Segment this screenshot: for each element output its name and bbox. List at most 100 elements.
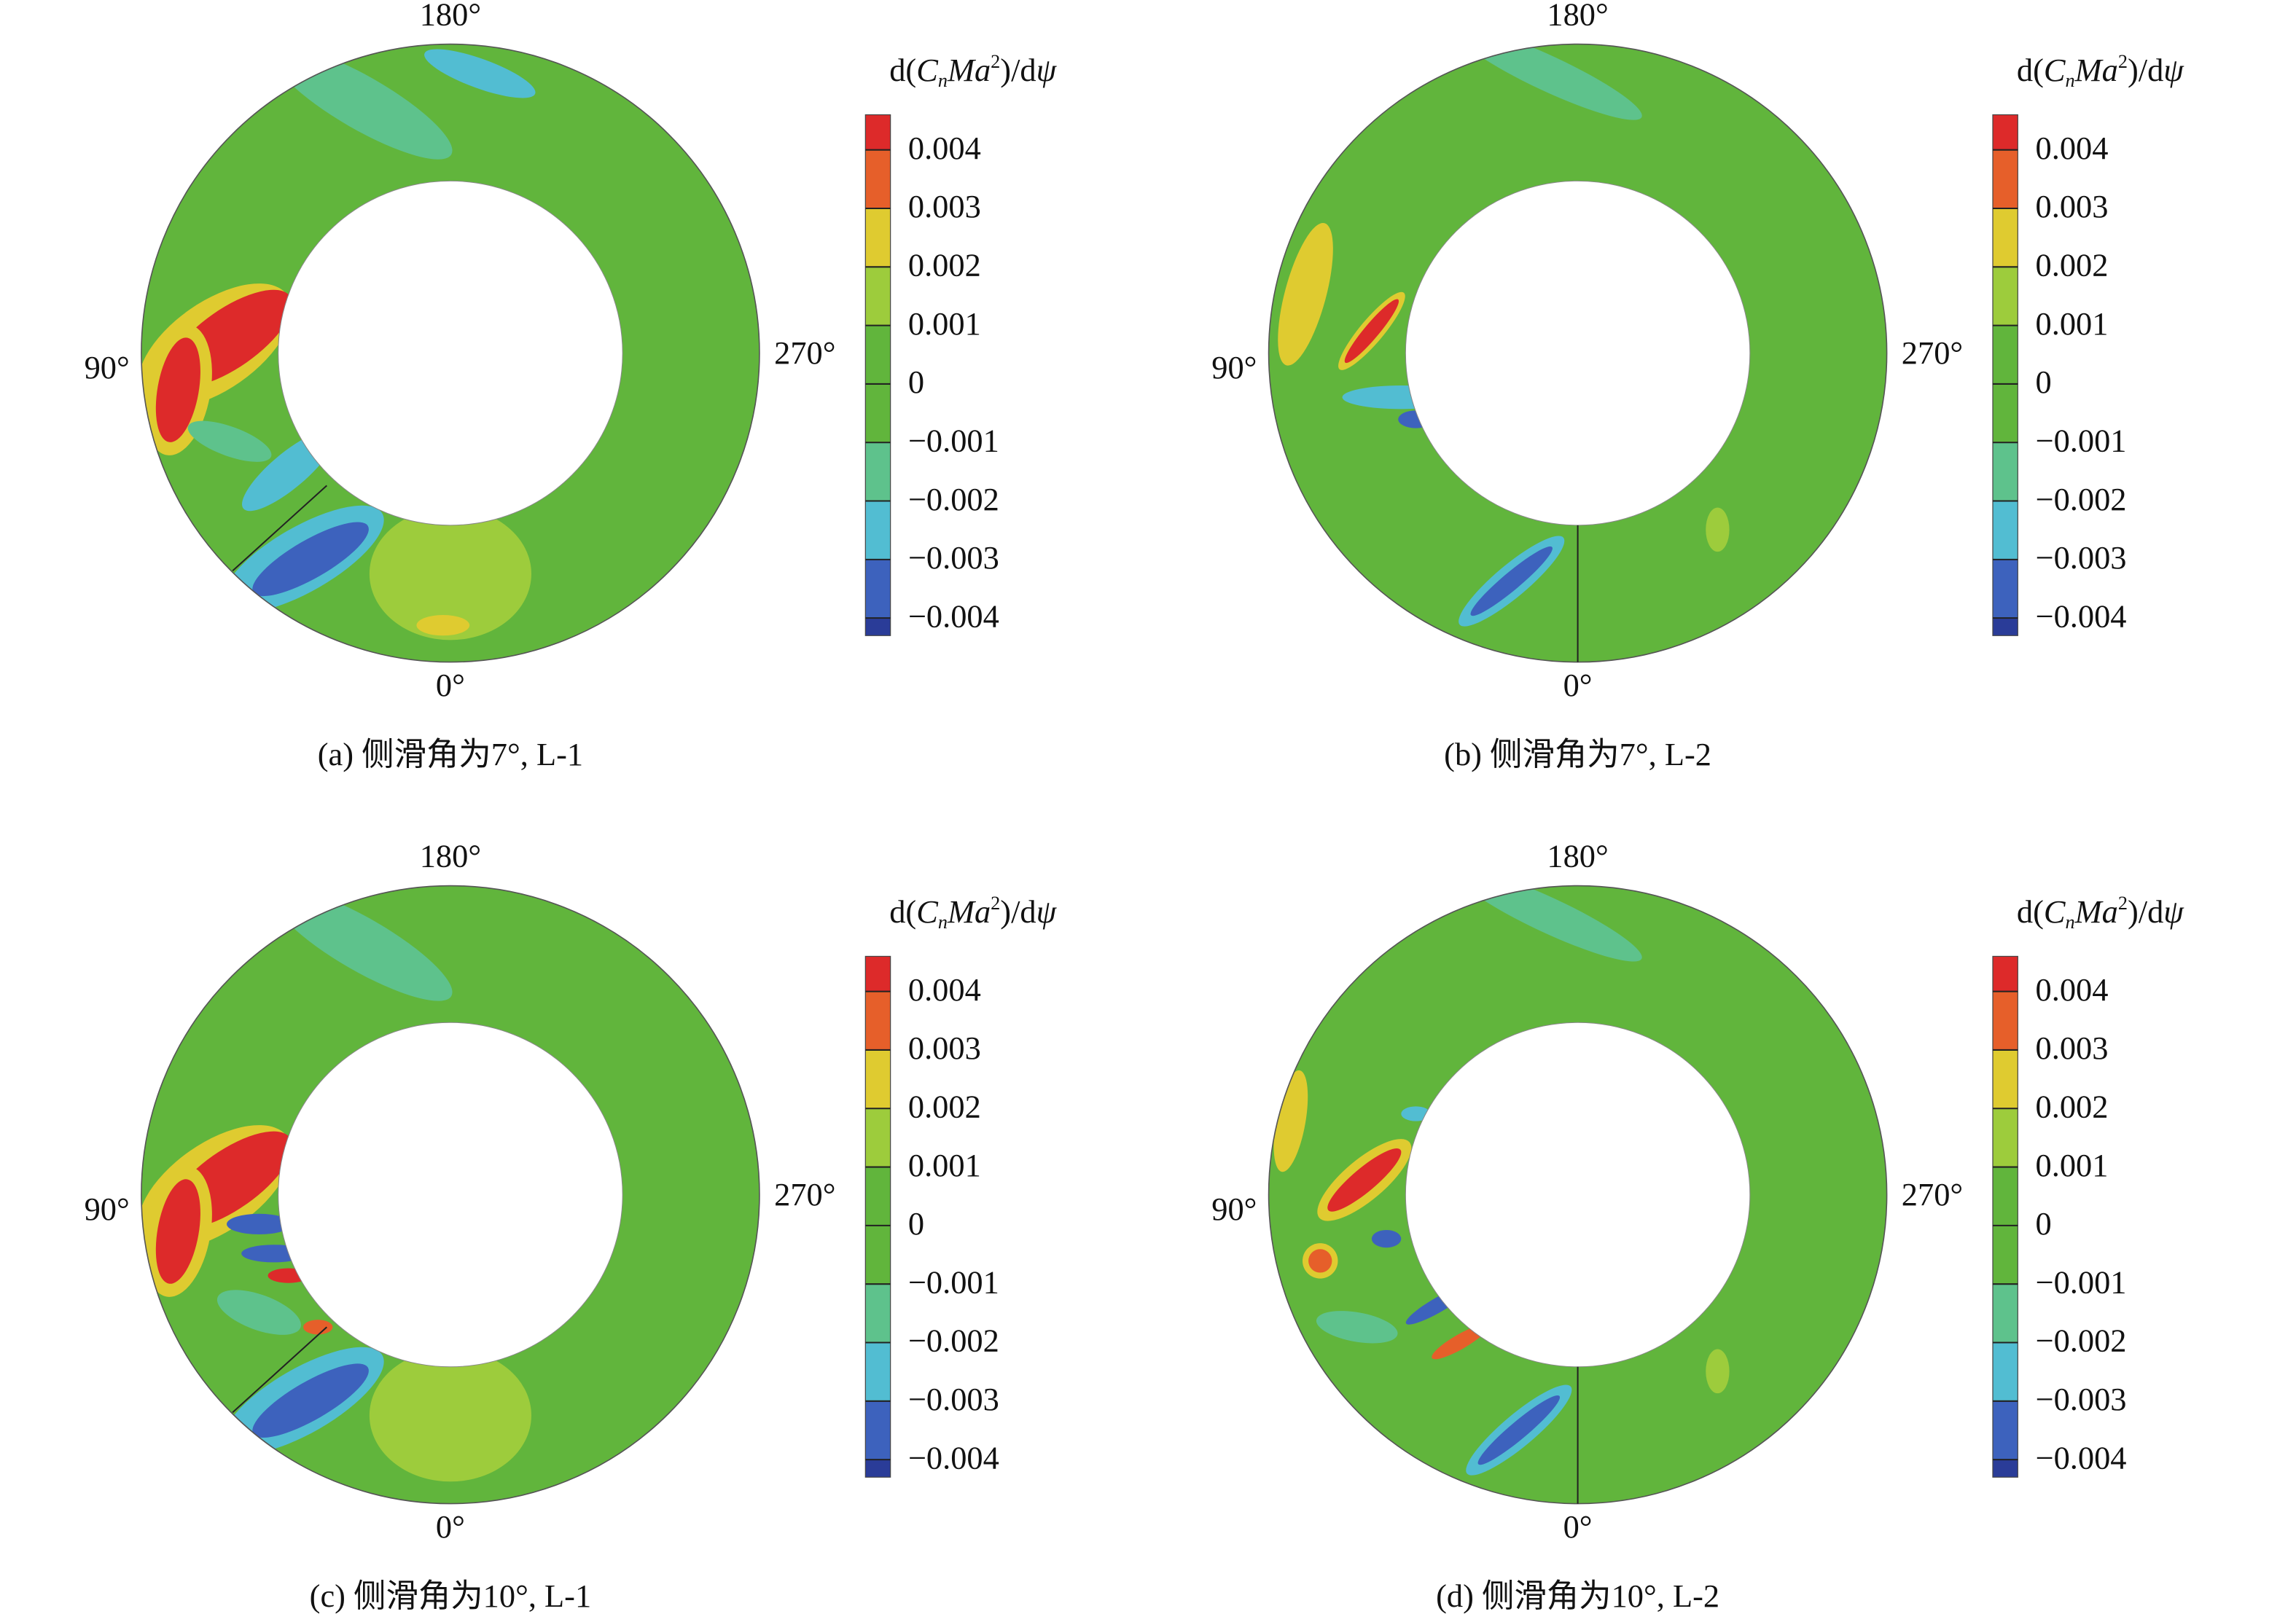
contour-region xyxy=(1398,410,1434,428)
colorbar-tick-label: 0.002 xyxy=(908,247,981,283)
colorbar-band xyxy=(1992,1167,2018,1226)
contour-region xyxy=(1706,507,1730,552)
angle-label: 270° xyxy=(774,1176,835,1213)
angle-label: 180° xyxy=(420,0,481,32)
colorbar-band xyxy=(1992,559,2018,619)
colorbar-tick-label: −0.002 xyxy=(2036,481,2127,517)
colorbar-tick-label: −0.001 xyxy=(908,422,999,458)
colorbar-band xyxy=(1992,1108,2018,1167)
colorbar-tick-label: −0.001 xyxy=(2036,422,2127,458)
colorbar-title-part: C xyxy=(916,52,939,88)
colorbar-band xyxy=(1992,442,2018,501)
colorbar-tick-label: −0.003 xyxy=(908,1381,999,1417)
contour-region xyxy=(1371,1230,1402,1248)
colorbar-frame xyxy=(1992,955,2018,1478)
colorbar-band xyxy=(1992,325,2018,384)
colorbar-tick-label: 0.002 xyxy=(2036,247,2109,283)
colorbar-tick-label: 0.002 xyxy=(908,1088,981,1124)
colorbar-tick-label: −0.002 xyxy=(908,481,999,517)
contour-region xyxy=(1344,299,1399,364)
colorbar-title: d(CnMa2)/dψ xyxy=(889,893,1057,933)
caption: (a) 侧滑角为7°, L-1 xyxy=(318,736,583,772)
colorbar-band xyxy=(865,208,891,267)
angle-label: 0° xyxy=(436,1508,465,1545)
colorbar-tick-label: −0.002 xyxy=(908,1323,999,1359)
colorbar-band xyxy=(865,559,891,619)
inner-edge xyxy=(1405,180,1751,526)
colorbar-title-part: C xyxy=(2044,893,2066,930)
colorbar-band xyxy=(865,1401,891,1460)
colorbar-title-part: C xyxy=(2044,52,2066,88)
colorbar-band xyxy=(865,1049,891,1109)
contour-region xyxy=(252,522,369,597)
colorbar-band xyxy=(865,267,891,326)
caption: (c) 侧滑角为10°, L-1 xyxy=(310,1578,592,1614)
panel: 0° 90° 180° 270° (d) 侧滑角为10°, L-2 0.004 0.003 0… xyxy=(1211,837,2184,1614)
colorbar-title: d(CnMa2)/dψ xyxy=(2017,893,2184,933)
caption: (d) 侧滑角为10°, L-2 xyxy=(1436,1578,1719,1614)
contour-region xyxy=(1308,1249,1332,1273)
colorbar-title-part: n xyxy=(2066,70,2075,91)
colorbar-title-part: Ma xyxy=(2074,52,2118,88)
colorbar-band xyxy=(865,618,891,636)
colorbar-tick-label: −0.004 xyxy=(2036,1439,2127,1476)
colorbar-title-part: Ma xyxy=(947,52,991,88)
colorbar-band xyxy=(865,1342,891,1401)
colorbar-tick-label: 0.003 xyxy=(2036,1030,2109,1066)
colorbar-tick-label: 0.001 xyxy=(908,305,981,342)
colorbar-band xyxy=(865,501,891,560)
inner-edge xyxy=(278,180,623,526)
contour-region xyxy=(155,1179,200,1284)
inner-edge xyxy=(278,1022,623,1368)
colorbar-title-part: ψ xyxy=(1036,52,1058,88)
contour-region xyxy=(155,337,200,442)
colorbar-tick-label: 0 xyxy=(2036,364,2052,400)
angle-label: 90° xyxy=(85,349,130,385)
colorbar-title-part: )/d xyxy=(1000,893,1036,930)
colorbar-title-part: n xyxy=(2066,912,2075,933)
contour-region xyxy=(1706,1349,1730,1394)
colorbar-title-part: )/d xyxy=(2128,893,2163,930)
colorbar-tick-label: 0.003 xyxy=(908,188,981,224)
contour-region xyxy=(1477,1395,1561,1465)
colorbar-band xyxy=(1992,383,2018,443)
colorbar-band xyxy=(865,1284,891,1343)
cut-line xyxy=(232,1326,327,1414)
colorbar-band xyxy=(865,1108,891,1167)
angle-label: 90° xyxy=(85,1191,130,1227)
panel: 0° 90° 180° 270° (b) 侧滑角为7°, L-2 0.004 0.003 0.… xyxy=(1211,0,2184,772)
angle-label: 90° xyxy=(1211,349,1257,385)
contour-region xyxy=(369,507,531,640)
colorbar-band xyxy=(1992,1342,2018,1401)
contour-region xyxy=(187,420,272,462)
colorbar-title-part: 2 xyxy=(991,51,1000,72)
colorbar-tick-label: 0 xyxy=(908,364,924,400)
colorbar-tick-label: 0.004 xyxy=(908,130,981,166)
colorbar-tick-label: −0.003 xyxy=(2036,539,2127,576)
colorbar-band xyxy=(865,991,891,1050)
angle-label: 270° xyxy=(774,334,835,371)
contour-region xyxy=(216,1290,301,1335)
colorbar-tick-label: −0.004 xyxy=(2036,598,2127,634)
colorbar-title-part: d( xyxy=(2017,893,2044,930)
colorbar-title-part: 2 xyxy=(991,893,1000,914)
colorbar-band xyxy=(1992,114,2018,150)
panel: 0° 90° 180° 270° (a) 侧滑角为7°, L-1 0.004 0.003 0.… xyxy=(85,0,1058,772)
colorbar-band xyxy=(1992,618,2018,636)
caption: (b) 侧滑角为7°, L-2 xyxy=(1444,736,1711,772)
outer-edge xyxy=(141,43,760,663)
angle-label: 0° xyxy=(436,667,465,703)
colorbar-band xyxy=(1992,149,2018,208)
contour-region xyxy=(1342,385,1461,410)
colorbar-title-part: ψ xyxy=(1036,893,1058,930)
colorbar-title-part: d( xyxy=(889,52,916,88)
colorbar-tick-label: 0 xyxy=(908,1205,924,1242)
colorbar-band xyxy=(1992,1284,2018,1343)
colorbar-tick-label: 0.001 xyxy=(2036,305,2109,342)
contour-field xyxy=(141,885,760,1504)
colorbar-title-part: Ma xyxy=(947,893,991,930)
colorbar-tick-label: 0.003 xyxy=(908,1030,981,1066)
colorbar-title: d(CnMa2)/dψ xyxy=(889,51,1057,91)
colorbar-title-part: n xyxy=(938,70,948,91)
